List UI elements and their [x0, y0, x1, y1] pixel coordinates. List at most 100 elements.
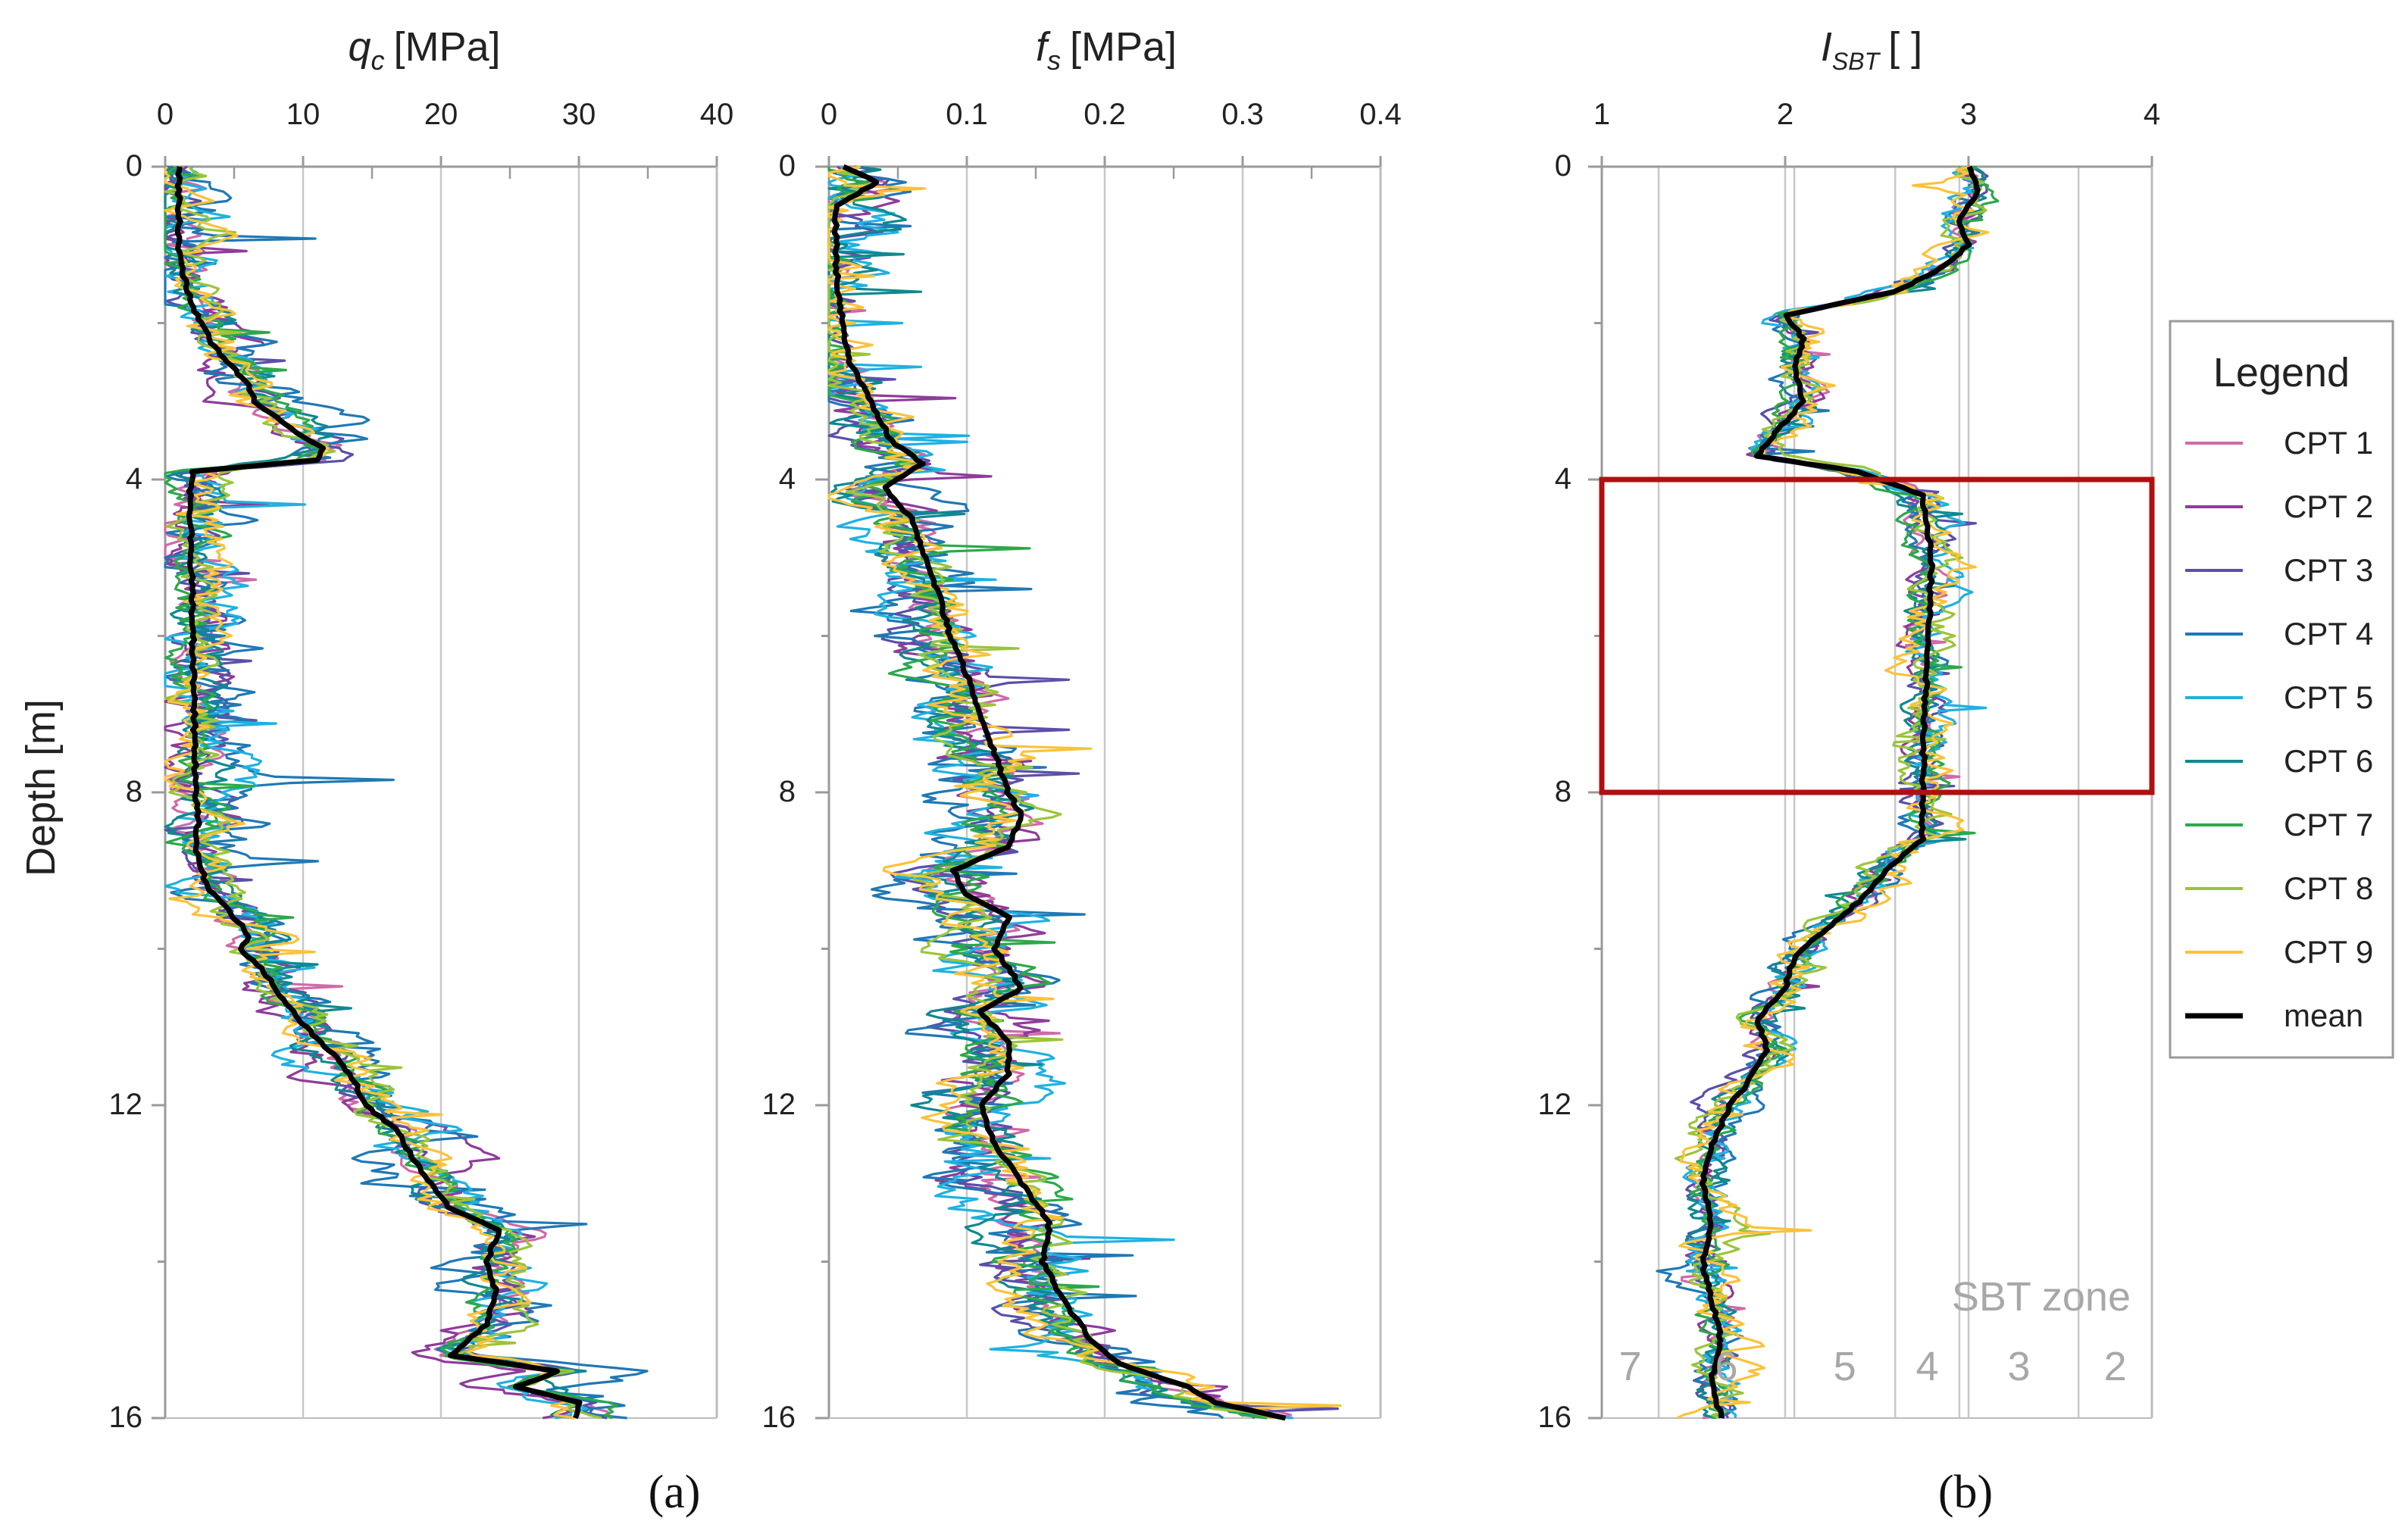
highlight-depth-range	[1599, 476, 2155, 795]
qc-title-sub: c	[371, 45, 385, 76]
fs-x-tick-label: 0.4	[1359, 98, 1402, 131]
panel-label-a: (a)	[649, 1467, 701, 1518]
qc-title-unit: [MPa]	[394, 24, 501, 70]
fs-title-unit: [MPa]	[1070, 24, 1177, 70]
qc-series-cpt-9	[164, 166, 575, 1420]
fs-series-cpt-2	[827, 165, 1290, 1420]
isbt-title-sub: SBT	[1832, 48, 1881, 75]
depth-axis-title: Depth [m]	[18, 699, 64, 876]
isbt-x-tick-label: 2	[1777, 98, 1793, 131]
legend-entry: CPT 8	[2185, 870, 2373, 906]
fs-series-cpt-3	[827, 165, 1340, 1420]
fs-plot-area	[815, 156, 1382, 1420]
qc-y-tick-label: 12	[109, 1088, 143, 1121]
isbt-x-tick-label: 3	[1960, 98, 1977, 131]
legend-entry: mean	[2185, 998, 2363, 1033]
isbt-axis-title: ISBT [ ]	[1821, 24, 1922, 75]
isbt-y-tick-label: 0	[1555, 149, 1571, 183]
highlight-box	[1599, 476, 2155, 795]
isbt-plot-area	[1588, 156, 2153, 1420]
fs-title-main: f	[1036, 24, 1051, 70]
fs-y-tick-label: 4	[779, 462, 796, 495]
qc-panel: qc [MPa] Depth [m] 0 10 20 30 40 0 4 8 12…	[18, 24, 733, 1518]
isbt-y-tick-label: 4	[1555, 462, 1571, 495]
legend-label: CPT 3	[2284, 552, 2373, 588]
legend-label: CPT 8	[2284, 870, 2373, 906]
fs-x-tick-label: 0.2	[1084, 98, 1126, 131]
qc-title-main: q	[348, 24, 371, 70]
qc-series-cpt-4	[164, 165, 649, 1420]
sbt-zone-label: 3	[2008, 1344, 2031, 1389]
qc-y-tick-labels: 0 4 8 12 16	[109, 149, 143, 1434]
fs-series-group	[827, 164, 1342, 1421]
fs-x-tick-labels: 0 0.1 0.2 0.3 0.4	[821, 98, 1402, 131]
legend-label: CPT 6	[2284, 743, 2373, 779]
isbt-y-tick-label: 16	[1538, 1401, 1572, 1434]
qc-series-mean	[174, 166, 583, 1420]
sbt-zone-label: 4	[1916, 1344, 1939, 1389]
isbt-x-tick-labels: 1 2 3 4	[1593, 98, 2160, 131]
fs-y-tick-label: 0	[779, 149, 796, 183]
qc-y-tick-label: 16	[109, 1401, 143, 1434]
legend-label: CPT 1	[2284, 425, 2373, 461]
legend-entry: CPT 9	[2185, 934, 2373, 970]
legend-label: CPT 7	[2284, 807, 2373, 842]
qc-x-tick-labels: 0 10 20 30 40	[157, 98, 733, 131]
qc-x-tick-label: 10	[286, 98, 321, 131]
fs-axis-title: fs [MPa]	[1036, 24, 1177, 76]
legend-entries: CPT 1 CPT 2 CPT 3 CPT 4 CPT 5 CPT 6 CPT 7 CPT 8…	[2185, 425, 2373, 1033]
legend-entry: CPT 7	[2185, 807, 2373, 842]
qc-x-tick-label: 30	[562, 98, 596, 131]
legend-entry: CPT 3	[2185, 552, 2373, 588]
fs-y-tick-label: 8	[779, 775, 796, 808]
legend-label: mean	[2284, 998, 2363, 1033]
legend-label: CPT 5	[2284, 679, 2373, 715]
sbt-zone-label: 5	[1834, 1344, 1856, 1389]
sbt-zone-labels: 7 6 5 4 3 2	[1618, 1344, 2126, 1389]
fs-series-cpt-9	[827, 165, 1342, 1420]
legend-label: CPT 4	[2284, 616, 2373, 651]
legend-label: CPT 2	[2284, 489, 2373, 524]
fs-series-cpt-5	[827, 165, 1293, 1420]
qc-series-group	[164, 165, 649, 1420]
legend-entry: CPT 2	[2185, 489, 2373, 524]
sbt-zone-label: 7	[1618, 1344, 1641, 1389]
isbt-y-tick-label: 12	[1538, 1088, 1572, 1121]
isbt-y-tick-label: 8	[1555, 775, 1571, 808]
legend-entry: CPT 5	[2185, 679, 2373, 715]
fs-y-tick-label: 12	[762, 1088, 796, 1121]
qc-y-tick-label: 0	[126, 149, 142, 183]
legend-entry: CPT 4	[2185, 616, 2373, 651]
legend-entry: CPT 1	[2185, 425, 2373, 461]
sbt-zone-title: SBT zone	[1952, 1274, 2131, 1320]
isbt-title-unit: [ ]	[1888, 24, 1922, 70]
fs-series-mean	[832, 164, 1287, 1421]
fs-y-tick-labels: 0 4 8 12 16	[762, 149, 796, 1434]
isbt-title-main: I	[1821, 24, 1832, 70]
qc-axis-title: qc [MPa]	[348, 24, 500, 76]
qc-x-tick-label: 0	[157, 98, 174, 131]
fs-x-tick-label: 0.1	[946, 98, 988, 131]
isbt-y-tick-labels: 0 4 8 12 16	[1538, 149, 1572, 1434]
fs-series-cpt-6	[827, 165, 1287, 1420]
isbt-x-tick-label: 1	[1593, 98, 1610, 131]
fs-y-tick-label: 16	[762, 1401, 796, 1434]
fs-title-sub: s	[1047, 45, 1061, 76]
sbt-zone-label: 6	[1715, 1344, 1738, 1389]
fs-panel: fs [MPa] 0 0.1 0.2 0.3 0.4 0 4 8 12 16	[762, 24, 1402, 1434]
fs-x-tick-label: 0	[821, 98, 837, 131]
legend-entry: CPT 6	[2185, 743, 2373, 779]
legend-label: CPT 9	[2284, 934, 2373, 970]
qc-y-tick-label: 8	[126, 775, 142, 808]
isbt-x-tick-label: 4	[2144, 98, 2160, 131]
sbt-zone-label: 2	[2104, 1344, 2127, 1389]
legend-title: Legend	[2213, 350, 2350, 395]
qc-x-tick-label: 40	[700, 98, 734, 131]
fs-series-cpt-1	[827, 167, 1293, 1420]
fs-x-tick-label: 0.3	[1221, 98, 1264, 131]
qc-y-tick-label: 4	[126, 462, 142, 495]
panel-label-b: (b)	[1938, 1467, 1993, 1518]
